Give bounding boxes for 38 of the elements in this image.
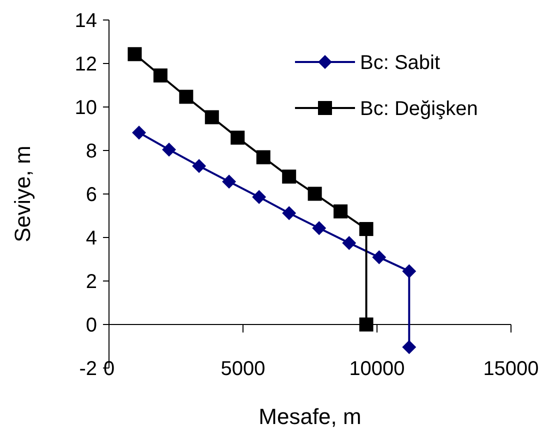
point [162, 142, 176, 157]
y-tick-label: 12 [74, 54, 97, 76]
point [282, 170, 296, 184]
point [308, 186, 322, 201]
point [230, 130, 245, 145]
point [359, 318, 374, 332]
point [402, 340, 416, 354]
point [179, 90, 194, 104]
point [132, 126, 146, 140]
point [282, 206, 296, 220]
x-axis-title: Mesafe, m [258, 404, 362, 429]
legend-label: Bc: Değişken [360, 98, 478, 120]
y-tick-label: 8 [86, 140, 97, 162]
x-tick-label: 10000 [349, 358, 405, 380]
y-tick-label: 0 [86, 314, 97, 336]
point [256, 150, 270, 164]
y-tick-label: 14 [74, 10, 97, 32]
point [252, 190, 266, 204]
point [153, 68, 168, 82]
point [222, 174, 236, 189]
point [334, 204, 348, 218]
point [402, 264, 416, 278]
y-tick-label: -2 [79, 358, 97, 380]
y-axis-title: Seviye, m [10, 146, 35, 242]
point [192, 158, 206, 173]
point [359, 222, 374, 236]
point [128, 47, 142, 62]
point [342, 236, 356, 250]
y-tick-label: 2 [86, 271, 97, 293]
point [204, 110, 219, 124]
x-tick-label: 15000 [483, 358, 539, 380]
y-tick-label: 10 [74, 97, 97, 119]
y-tick-label: 4 [86, 228, 97, 250]
y-tick-label: 6 [86, 184, 97, 206]
x-tick-label: 5000 [220, 358, 266, 380]
point [372, 250, 386, 264]
point [312, 221, 326, 236]
legend-label: Bc: Sabit [360, 52, 440, 74]
